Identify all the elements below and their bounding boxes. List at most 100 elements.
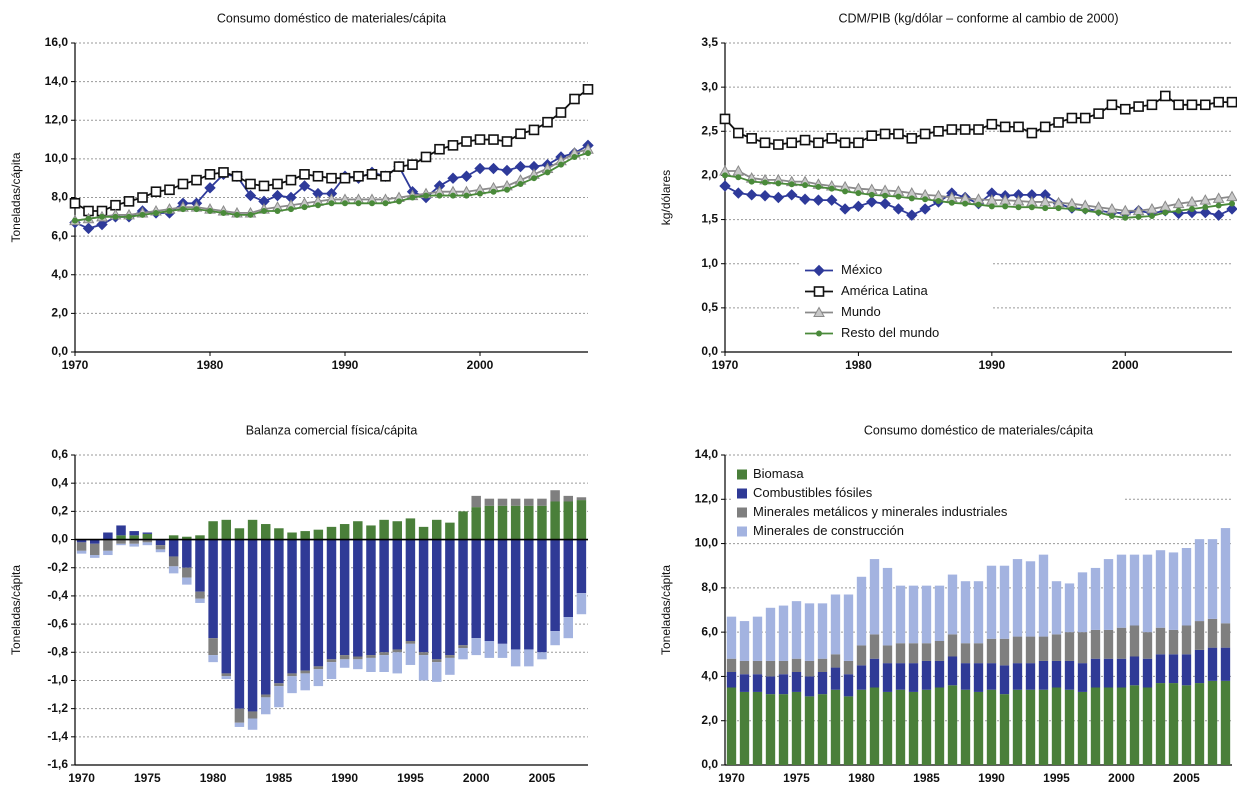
bar-segment (129, 535, 139, 540)
bar-segment (804, 696, 815, 765)
bar-segment (1194, 649, 1205, 684)
y-tick-label: 1,5 (701, 212, 718, 226)
bar-segment (497, 505, 508, 540)
bar-segment (726, 687, 737, 765)
y-tick-label: 4,0 (51, 267, 68, 281)
bar-segment (843, 660, 854, 675)
marker (1095, 209, 1102, 216)
bar-segment (208, 638, 218, 656)
bar-segment (947, 634, 958, 657)
marker (488, 134, 499, 145)
bar-segment (973, 643, 984, 664)
y-tick-label: 2,5 (701, 123, 718, 137)
marker (786, 137, 798, 149)
marker (788, 181, 795, 188)
bar-segment (986, 565, 997, 639)
marker (959, 124, 971, 135)
bar-segment (484, 498, 495, 506)
bar-segment (182, 567, 192, 578)
bar-segment (405, 518, 416, 540)
marker (866, 196, 878, 208)
bar-segment (752, 674, 763, 692)
marker (799, 134, 811, 146)
marker (748, 178, 755, 185)
marker (555, 107, 567, 118)
bar-segment (1142, 632, 1153, 659)
marker (301, 204, 308, 211)
bar-segment (947, 685, 958, 765)
marker (762, 179, 769, 186)
marker (1082, 207, 1089, 214)
bar-segment (497, 643, 508, 658)
marker (139, 211, 146, 218)
bar-segment (392, 649, 403, 653)
marker (895, 193, 902, 200)
y-tick-label: 2,0 (701, 713, 718, 727)
marker (866, 130, 878, 141)
bar-segment (869, 658, 880, 688)
bar-segment (1103, 629, 1114, 659)
bar-segment (1038, 660, 1049, 690)
bar-segment (510, 649, 521, 667)
bar-segment (1090, 629, 1101, 659)
bar-segment (1051, 634, 1062, 661)
x-tick-label: 1975 (134, 771, 161, 785)
y-tick-label: 0,0 (51, 532, 68, 546)
marker (892, 203, 905, 215)
marker (1015, 204, 1022, 211)
bar-segment (418, 539, 429, 653)
x-tick-label: 1970 (68, 771, 95, 785)
marker (244, 189, 257, 202)
bar-segment (973, 581, 984, 644)
bar-segment (168, 535, 179, 540)
bar-segment (1129, 554, 1140, 626)
marker (366, 169, 378, 180)
y-tick-label: 10,0 (45, 151, 69, 165)
bar-segment (274, 683, 284, 687)
bar-segment (537, 539, 547, 653)
bar-segment (869, 634, 880, 659)
bar-segment (739, 674, 750, 692)
bar-segment (168, 566, 179, 574)
bar-segment (1194, 539, 1205, 622)
bar-segment (908, 643, 919, 664)
bar-segment (934, 641, 945, 661)
bar-segment (326, 539, 337, 660)
marker (110, 199, 121, 211)
bar-segment (960, 581, 971, 644)
bar-segment (182, 539, 192, 568)
bar-segment (778, 660, 789, 675)
marker (1172, 197, 1185, 209)
y-tick-label: -0,6 (47, 616, 68, 630)
y-axis-label: Toneladas/cápita (9, 565, 23, 655)
chart-title: Consumo doméstico de materiales/cápita (217, 11, 446, 25)
marker (423, 192, 429, 199)
marker (1162, 209, 1169, 216)
bar-segment (791, 691, 802, 765)
marker (802, 182, 809, 189)
marker (1173, 99, 1184, 111)
marker (393, 161, 405, 172)
marker (191, 174, 202, 186)
marker (271, 189, 284, 202)
y-axis-label: Toneladas/cápita (9, 152, 23, 242)
bar-segment (973, 691, 984, 765)
bar-segment (405, 643, 416, 665)
bar-segment (563, 501, 574, 540)
bar-segment (142, 542, 153, 546)
marker (528, 124, 540, 136)
bar-segment (366, 657, 376, 672)
bar-segment (999, 638, 1010, 666)
legend-label: Resto del mundo (841, 325, 939, 340)
marker (288, 206, 294, 213)
bar-segment (326, 662, 337, 680)
bar-segment (287, 676, 297, 694)
bar-segment (129, 539, 139, 544)
bar-segment (458, 648, 468, 660)
bar-segment (471, 495, 481, 508)
bar-segment (103, 532, 113, 540)
bar-segment (234, 539, 245, 709)
marker (1066, 112, 1078, 124)
bar-segment (908, 663, 919, 692)
y-tick-label: -1,2 (47, 701, 68, 715)
